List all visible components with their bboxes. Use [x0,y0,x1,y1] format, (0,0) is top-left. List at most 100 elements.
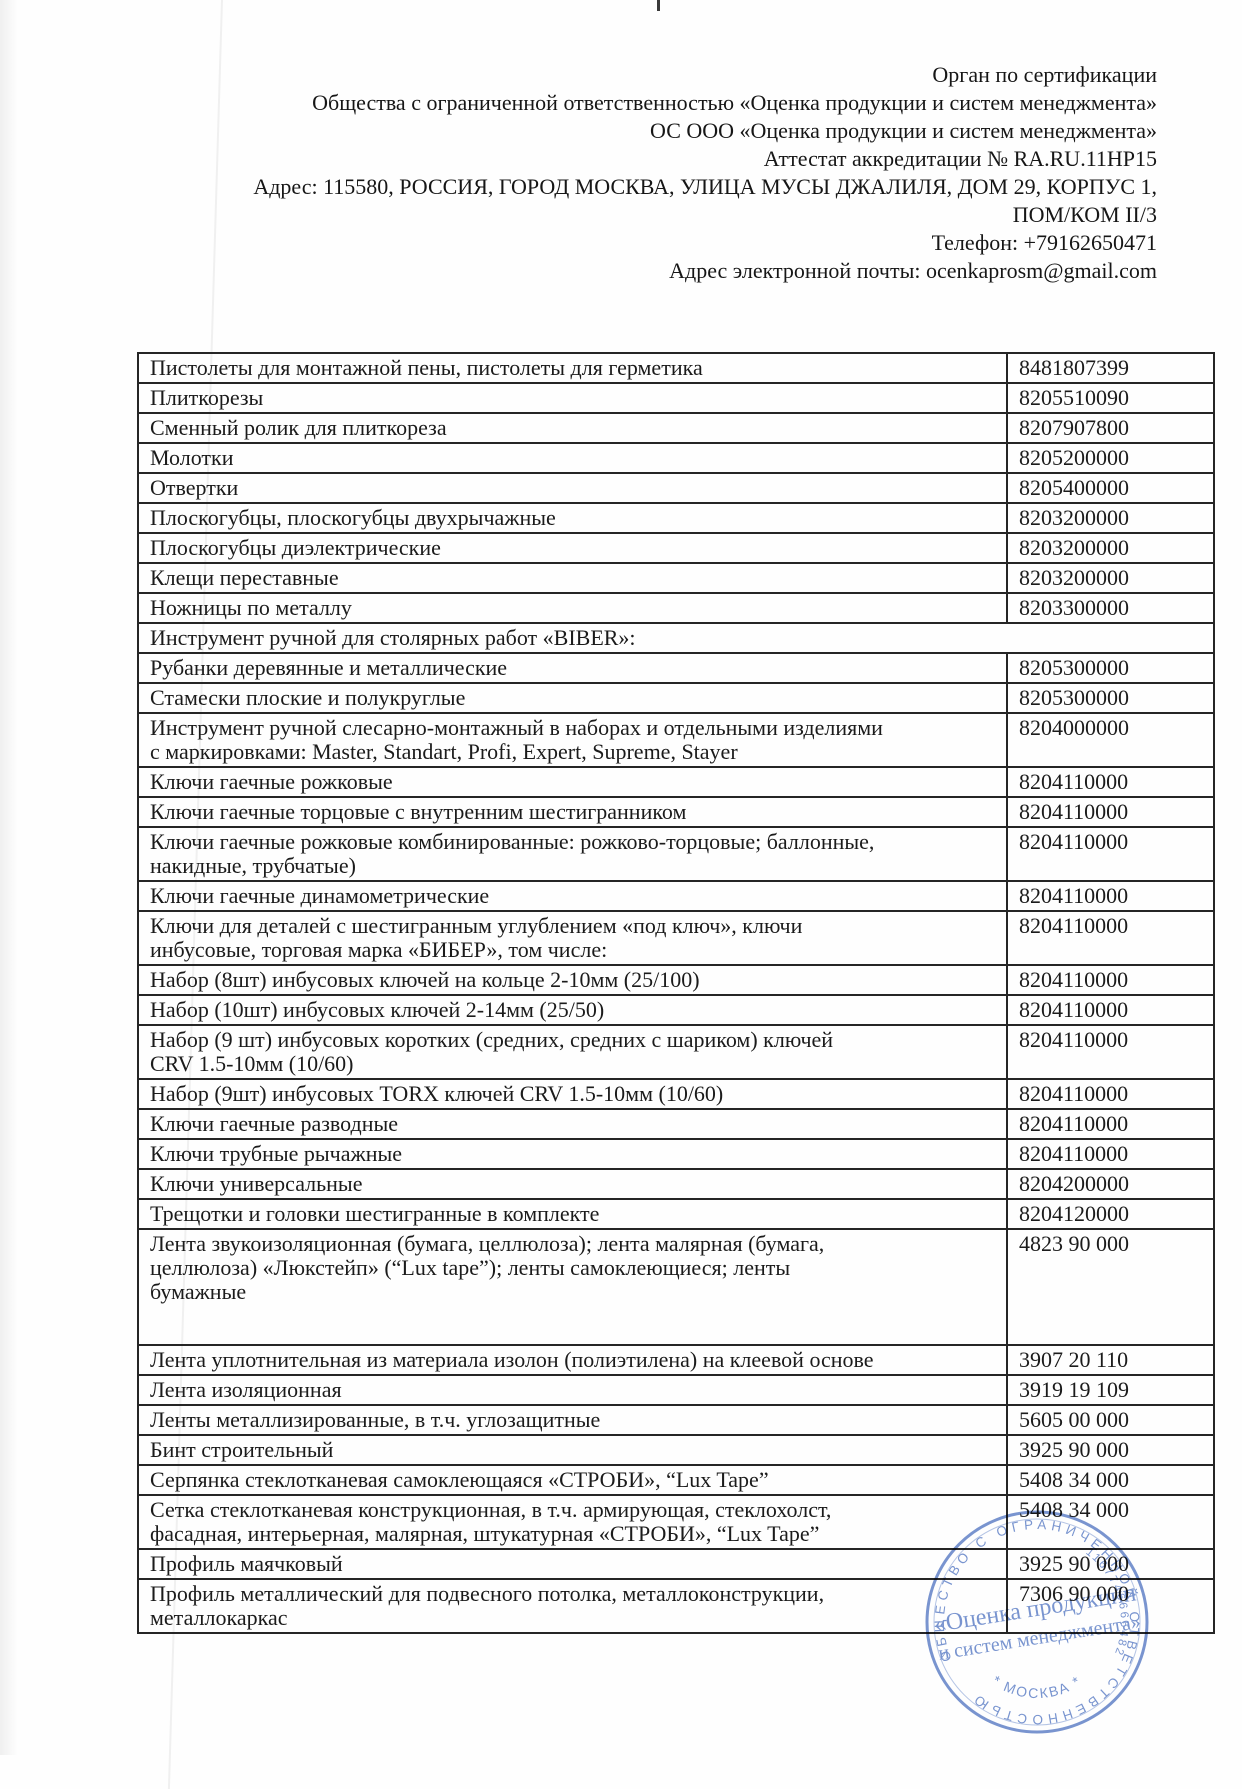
product-name-cell: Ножницы по металлу [137,592,1008,624]
table-row: Трещотки и головки шестигранные в компле… [137,1198,1215,1230]
product-code-cell: 8205510090 [1006,382,1215,414]
product-code-cell: 8203200000 [1006,502,1215,534]
table-row: Набор (8шт) инбусовых ключей на кольце 2… [137,964,1215,996]
product-code-cell: 8205300000 [1006,652,1215,684]
product-code-cell: 8205300000 [1006,682,1215,714]
product-name-cell: Пистолеты для монтажной пены, пистолеты … [137,352,1008,384]
product-name-cell: Ленты металлизированные, в т.ч. углозащи… [137,1404,1008,1436]
product-code-cell: 8204110000 [1006,1078,1215,1110]
product-code-cell: 8203200000 [1006,532,1215,564]
product-code-cell: 4823 90 000 [1006,1228,1215,1346]
product-name-cell: Инструмент ручной слесарно-монтажный в н… [137,712,1008,768]
product-code-cell: 8204120000 [1006,1198,1215,1230]
product-code-cell: 3907 20 110 [1006,1344,1215,1376]
table-row: Профиль маячковый 3925 90 000 [137,1548,1215,1580]
product-name-cell: Ключи гаечные торцовые с внутренним шест… [137,796,1008,828]
product-code-cell: 8481807399 [1006,352,1215,384]
product-name-cell: Отвертки [137,472,1008,504]
header-line-email: Адрес электронной почты: ocenkaprosm@gma… [669,258,1157,283]
table-row: Ключи гаечные рожковые 8204110000 [137,766,1215,798]
product-name-cell: Плоскогубцы диэлектрические [137,532,1008,564]
product-name-cell: Плиткорезы [137,382,1008,414]
table-row: Бинт строительный 3925 90 000 [137,1434,1215,1466]
product-code-cell: 8204110000 [1006,910,1215,966]
product-code-cell: 8204110000 [1006,826,1215,882]
header-line-org-title: Орган по сертификации [932,62,1157,87]
product-codes-table: Пистолеты для монтажной пены, пистолеты … [137,352,1215,1634]
scan-artifact-mark [657,0,660,11]
header-line-phone: Телефон: +79162650471 [931,230,1157,255]
product-table-body: Пистолеты для монтажной пены, пистолеты … [137,352,1215,1634]
round-company-stamp: ОБЩЕСТВО С ОГРАНИЧЕННОЙ ОТВЕТСТВЕННОСТЬЮ… [925,1510,1149,1734]
table-row: Плоскогубцы диэлектрические 8203200000 [137,532,1215,564]
product-name-cell: Ключи гаечные рожковые [137,766,1008,798]
product-code-cell: 8204200000 [1006,1168,1215,1200]
product-name-cell: Сменный ролик для плиткореза [137,412,1008,444]
product-name-cell: Рубанки деревянные и металлические [137,652,1008,684]
product-code-cell: 8203300000 [1006,592,1215,624]
table-row: Ножницы по металлу 8203300000 [137,592,1215,624]
table-row: Ключи трубные рычажные 8204110000 [137,1138,1215,1170]
table-row: Молотки 8205200000 [137,442,1215,474]
table-row: Ключи для деталей с шестигранным углубле… [137,910,1215,966]
product-name-cell: Стамески плоские и полукруглые [137,682,1008,714]
table-row: Сменный ролик для плиткореза 8207907800 [137,412,1215,444]
table-row: Инструмент ручной слесарно-монтажный в н… [137,712,1215,768]
product-name-cell: Ключи универсальные [137,1168,1008,1200]
product-name-cell: Лента изоляционная [137,1374,1008,1406]
stamp-outer-circle [925,1510,1149,1734]
product-code-cell: 8204110000 [1006,994,1215,1026]
table-row: Ключи гаечные торцовые с внутренним шест… [137,796,1215,828]
product-name-cell: Лента уплотнительная из материала изолон… [137,1344,1008,1376]
scan-edge-shading [0,0,18,1755]
table-row: Ключи гаечные рожковые комбинированные: … [137,826,1215,882]
product-name-cell: Ключи трубные рычажные [137,1138,1008,1170]
product-name-cell: Бинт строительный [137,1434,1008,1466]
header-line-address: Адрес: 115580, РОССИЯ, ГОРОД МОСКВА, УЛИ… [253,174,1157,199]
table-row: Набор (10шт) инбусовых ключей 2-14мм (25… [137,994,1215,1026]
product-code-cell: 7306 90 000 [1006,1578,1215,1634]
table-row: Ленты металлизированные, в т.ч. углозащи… [137,1404,1215,1436]
product-code-cell: 5605 00 000 [1006,1404,1215,1436]
table-row: Набор (9 шт) инбусовых коротких (средних… [137,1024,1215,1080]
product-name-cell: Трещотки и головки шестигранные в компле… [137,1198,1008,1230]
product-code-cell: 8204110000 [1006,1024,1215,1080]
table-row: Лента уплотнительная из материала изолон… [137,1344,1215,1376]
table-row: Инструмент ручной для столярных работ «B… [137,622,1215,654]
table-row: Серпянка стеклотканевая самоклеющаяся «С… [137,1464,1215,1496]
header-line-company-full: Общества с ограниченной ответственностью… [312,90,1157,115]
product-name-cell: Ключи для деталей с шестигранным углубле… [137,910,1008,966]
product-code-cell: 8204110000 [1006,964,1215,996]
table-row: Плиткорезы 8205510090 [137,382,1215,414]
table-row: Лента звукоизоляционная (бумага, целлюло… [137,1228,1215,1346]
product-code-cell: 8204110000 [1006,1138,1215,1170]
stamp-inner-circle [933,1518,1141,1726]
product-code-cell: 3925 90 000 [1006,1434,1215,1466]
certification-body-header: Орган по сертификации Общества с огранич… [175,61,1157,285]
product-name-cell: Профиль металлический для подвесного пот… [137,1578,1008,1634]
table-row: Плоскогубцы, плоскогубцы двухрычажные 820… [137,502,1215,534]
table-row: Ключи гаечные динамометрические 820411000… [137,880,1215,912]
product-code-cell: 8204110000 [1006,1108,1215,1140]
product-code-cell: 5408 34 000 [1006,1464,1215,1496]
product-name-cell: Ключи гаечные рожковые комбинированные: … [137,826,1008,882]
product-code-cell: 8205400000 [1006,472,1215,504]
table-row: Отвертки 8205400000 [137,472,1215,504]
table-row: Набор (9шт) инбусовых TORX ключей CRV 1.… [137,1078,1215,1110]
product-code-cell: 3919 19 109 [1006,1374,1215,1406]
product-name-cell: Плоскогубцы, плоскогубцы двухрычажные [137,502,1008,534]
product-name-cell: Лента звукоизоляционная (бумага, целлюло… [137,1228,1008,1346]
product-code-cell: 8204110000 [1006,796,1215,828]
product-name-cell: Молотки [137,442,1008,474]
product-name-cell: Серпянка стеклотканевая самоклеющаяся «С… [137,1464,1008,1496]
table-row: Ключи универсальные 8204200000 [137,1168,1215,1200]
product-code-cell: 8204000000 [1006,712,1215,768]
section-row-label: Инструмент ручной для столярных работ «B… [137,622,1215,654]
table-row: Клещи переставные 8203200000 [137,562,1215,594]
product-name-cell: Клещи переставные [137,562,1008,594]
product-code-cell: 8204110000 [1006,766,1215,798]
product-name-cell: Ключи гаечные разводные [137,1108,1008,1140]
header-line-accreditation: Аттестат аккредитации № RA.RU.11НР15 [763,146,1157,171]
product-code-cell: 8204110000 [1006,880,1215,912]
stamp-city-holder: * МОСКВА * [990,1672,1085,1701]
